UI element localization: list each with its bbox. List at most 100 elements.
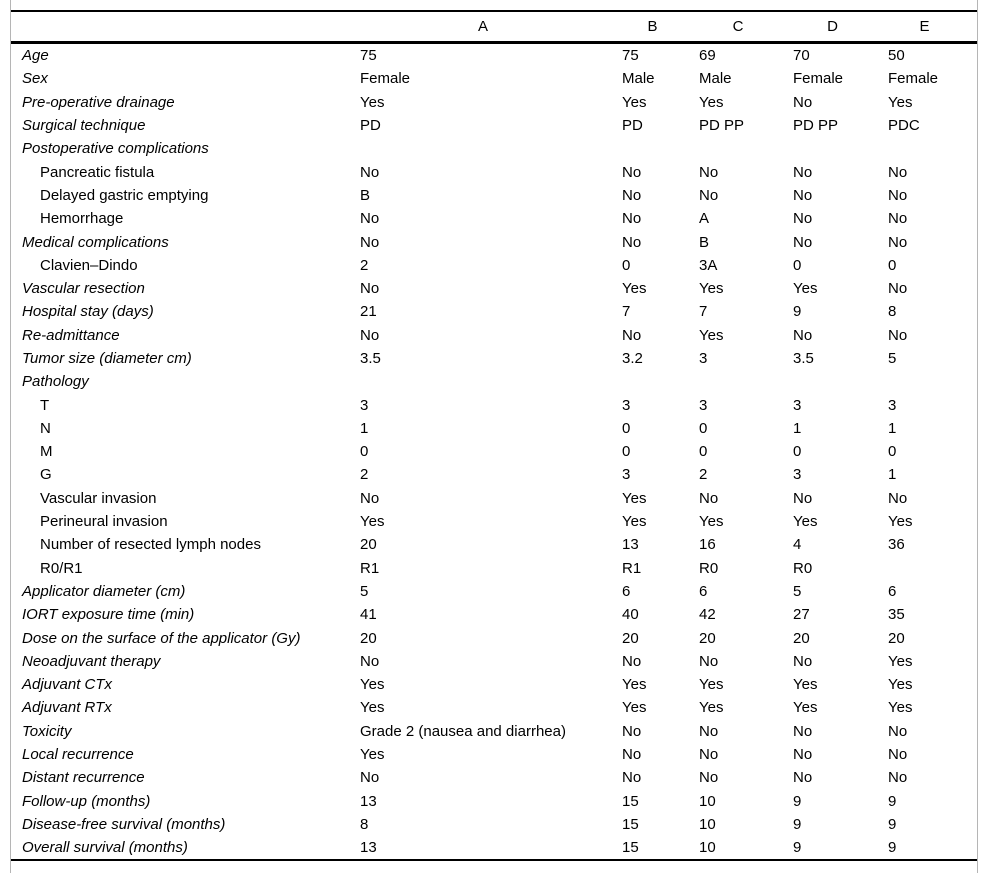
table-row: Toxicity Grade 2 (nausea and diarrhea) N… bbox=[11, 720, 977, 743]
cell-value: Yes bbox=[699, 676, 724, 694]
cell-value: Yes bbox=[622, 699, 647, 717]
cell-value: No bbox=[888, 210, 908, 228]
cell-value: No bbox=[793, 652, 813, 670]
cell-value: 0 bbox=[622, 419, 631, 437]
row-label: Postoperative complications bbox=[22, 140, 209, 158]
table-row: Re-admittance No No Yes No No bbox=[11, 324, 977, 347]
cell-value: No bbox=[888, 746, 908, 764]
cell-value: 20 bbox=[699, 629, 716, 647]
cell-value: No bbox=[793, 489, 813, 507]
cell-value: 1 bbox=[888, 466, 897, 484]
row-label: Vascular invasion bbox=[40, 489, 157, 507]
cell-value: No bbox=[622, 233, 642, 251]
cell-value: No bbox=[888, 280, 908, 298]
row-label: Re-admittance bbox=[22, 326, 120, 344]
cell-value: Male bbox=[699, 70, 732, 88]
cell-value: Yes bbox=[793, 676, 818, 694]
cell-value: No bbox=[360, 326, 380, 344]
row-label: Pathology bbox=[22, 373, 89, 391]
cell-value: Yes bbox=[622, 676, 647, 694]
cell-value: 5 bbox=[793, 582, 802, 600]
cell-value: PDC bbox=[888, 117, 920, 135]
table-row: T 3 3 3 3 3 bbox=[11, 393, 977, 416]
table-row: R0/R1 R1 R1 R0 R0 bbox=[11, 557, 977, 580]
cell-value: No bbox=[888, 769, 908, 787]
cell-value: 15 bbox=[622, 792, 639, 810]
cell-value: No bbox=[360, 210, 380, 228]
cell-value: 41 bbox=[360, 606, 377, 624]
table-row: IORT exposure time (min) 41 40 42 27 35 bbox=[11, 603, 977, 626]
cell-value: 40 bbox=[622, 606, 639, 624]
cell-value: 0 bbox=[888, 443, 897, 461]
table-row: Adjuvant CTx Yes Yes Yes Yes Yes bbox=[11, 673, 977, 696]
cell-value: 70 bbox=[793, 47, 810, 65]
table-body: Age 75 75 69 70 50 Sex Female Male Male … bbox=[11, 44, 977, 859]
row-label: Distant recurrence bbox=[22, 769, 145, 787]
cell-value: Female bbox=[888, 70, 939, 88]
table-row: Hospital stay (days) 21 7 7 9 8 bbox=[11, 300, 977, 323]
cell-value: 20 bbox=[888, 629, 905, 647]
cell-value: No bbox=[793, 210, 813, 228]
cell-value: 3 bbox=[699, 396, 708, 414]
table-row: Sex Female Male Male Female Female bbox=[11, 67, 977, 90]
cell-value: 2 bbox=[360, 466, 369, 484]
cell-value: No bbox=[699, 489, 719, 507]
row-label: G bbox=[40, 466, 52, 484]
table-row: Adjuvant RTx Yes Yes Yes Yes Yes bbox=[11, 696, 977, 719]
cell-value: 3A bbox=[699, 256, 718, 274]
table-row: M 0 0 0 0 0 bbox=[11, 440, 977, 463]
cell-value: 50 bbox=[888, 47, 905, 65]
cell-value: No bbox=[699, 769, 719, 787]
row-label: Tumor size (diameter cm) bbox=[22, 350, 192, 367]
cell-value: 0 bbox=[360, 443, 369, 461]
cell-value: 5 bbox=[888, 350, 897, 367]
header-cell-a: A bbox=[477, 18, 488, 35]
cell-value: No bbox=[622, 746, 642, 764]
cell-value: Yes bbox=[793, 280, 818, 298]
row-label: Surgical technique bbox=[22, 117, 146, 135]
cell-value: No bbox=[622, 769, 642, 787]
cell-value: B bbox=[360, 186, 371, 204]
row-label: Hemorrhage bbox=[40, 210, 124, 228]
cell-value: 13 bbox=[360, 839, 377, 857]
table-row: Perineural invasion Yes Yes Yes Yes Yes bbox=[11, 510, 977, 533]
cell-value: R0 bbox=[699, 559, 719, 577]
cell-value: 9 bbox=[888, 839, 897, 857]
cell-value: No bbox=[699, 186, 719, 204]
cell-value: 10 bbox=[699, 792, 716, 810]
cell-value: No bbox=[360, 652, 380, 670]
cell-value: 3 bbox=[360, 396, 369, 414]
cell-value: Yes bbox=[622, 513, 647, 531]
cell-value: Grade 2 (nausea and diarrhea) bbox=[360, 722, 566, 740]
cell-value: 75 bbox=[360, 47, 377, 65]
cell-value: No bbox=[622, 210, 642, 228]
cell-value: 20 bbox=[360, 536, 377, 554]
cell-value: 9 bbox=[888, 792, 897, 810]
cell-value: Yes bbox=[622, 93, 647, 111]
row-label: Toxicity bbox=[22, 722, 72, 740]
table-row: Vascular resection No Yes Yes Yes No bbox=[11, 277, 977, 300]
cell-value: 6 bbox=[622, 582, 631, 600]
cell-value: No bbox=[622, 722, 642, 740]
cell-value: 42 bbox=[699, 606, 716, 624]
table-row: Hemorrhage No No A No No bbox=[11, 207, 977, 230]
cell-value: Yes bbox=[888, 699, 913, 717]
cell-value: No bbox=[888, 326, 908, 344]
header-cell-d: D bbox=[827, 18, 838, 35]
row-label: Overall survival (months) bbox=[22, 839, 188, 857]
cell-value: No bbox=[699, 652, 719, 670]
cell-value: No bbox=[888, 163, 908, 181]
header-divider-rule bbox=[11, 41, 977, 44]
cell-value: Yes bbox=[360, 513, 385, 531]
cell-value: 10 bbox=[699, 839, 716, 857]
row-label: Age bbox=[22, 47, 49, 65]
cell-value: 3.5 bbox=[360, 350, 381, 367]
header-cell-c: C bbox=[732, 18, 744, 35]
cell-value: 3 bbox=[622, 396, 631, 414]
cell-value: PD PP bbox=[699, 117, 745, 135]
row-label: Delayed gastric emptying bbox=[40, 186, 209, 204]
cell-value: No bbox=[622, 186, 642, 204]
row-label: Adjuvant RTx bbox=[22, 699, 112, 717]
cell-value: 2 bbox=[699, 466, 708, 484]
cell-value: No bbox=[793, 233, 813, 251]
